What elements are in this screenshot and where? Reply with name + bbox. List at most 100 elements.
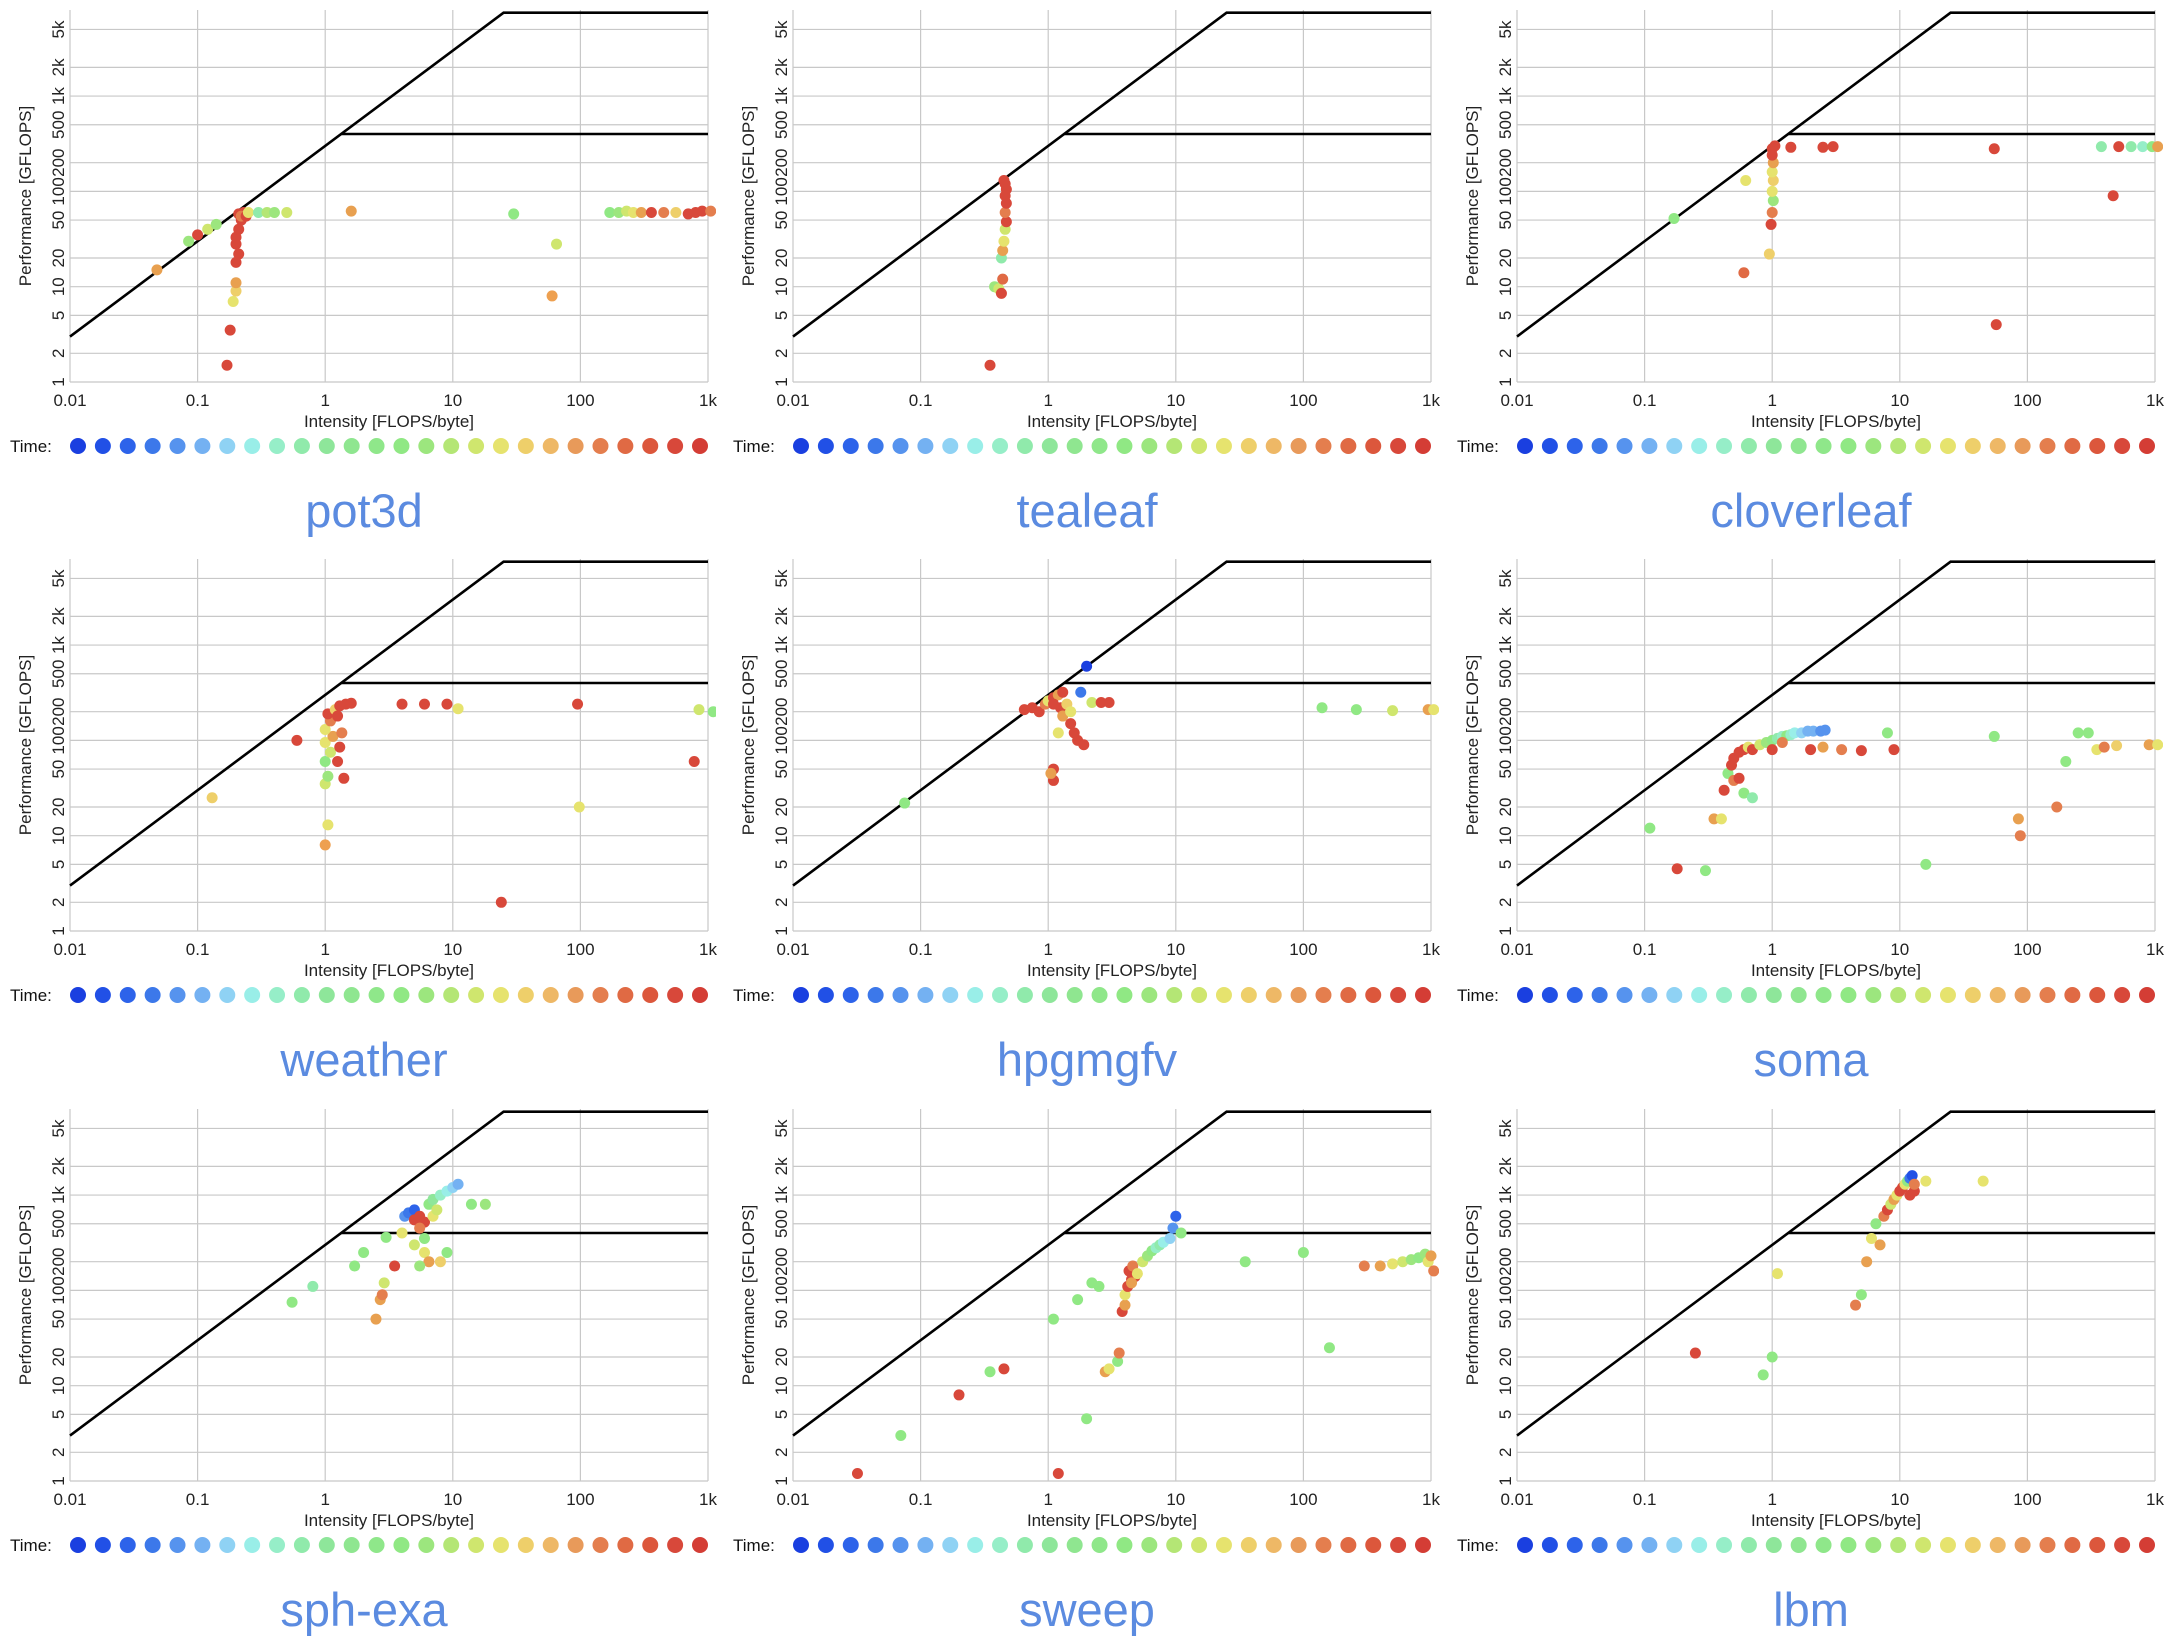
time-legend-dot bbox=[1541, 438, 1558, 454]
data-point bbox=[418, 1246, 430, 1258]
time-legend-dot bbox=[942, 987, 959, 1003]
x-axis-title: Intensity [FLOPS/byte] bbox=[304, 961, 474, 980]
x-tick-label: 0.01 bbox=[1500, 940, 1533, 959]
x-tick-label: 0.01 bbox=[53, 391, 86, 410]
gridlines bbox=[1516, 10, 2156, 383]
data-point bbox=[1715, 813, 1727, 825]
data-point bbox=[227, 295, 239, 307]
y-axis-title: Performance [GFLOPS] bbox=[16, 1205, 35, 1385]
time-legend-dot bbox=[492, 987, 509, 1003]
y-tick-label: 2 bbox=[49, 349, 68, 358]
y-tick-label: 500 bbox=[1496, 111, 1515, 139]
time-legend-dot bbox=[617, 987, 634, 1003]
data-point bbox=[319, 737, 331, 749]
time-legend-dot bbox=[542, 438, 559, 454]
data-point bbox=[1738, 267, 1750, 279]
roofline-chart: 0.01 0.1 1 10 100 1k1251020501002005001k2k5kI… bbox=[1457, 10, 2164, 537]
time-legend-dot bbox=[1890, 1537, 1907, 1553]
y-tick-label: 200 bbox=[49, 149, 68, 177]
data-point bbox=[1763, 248, 1775, 260]
x-tick-label: 1 bbox=[320, 391, 329, 410]
data-point bbox=[572, 698, 584, 710]
data-point bbox=[688, 756, 700, 768]
x-tick-label: 1 bbox=[1767, 1490, 1776, 1509]
data-point bbox=[1733, 772, 1745, 784]
data-point bbox=[1746, 792, 1758, 804]
data-point bbox=[1387, 705, 1399, 717]
x-axis-title: Intensity [FLOPS/byte] bbox=[1751, 412, 1921, 431]
y-tick-label: 20 bbox=[772, 798, 791, 817]
time-legend-dot bbox=[1517, 438, 1533, 454]
time-legend-dot bbox=[1890, 438, 1907, 454]
app-name-label: sweep bbox=[1019, 1583, 1155, 1636]
time-legend-dot bbox=[2014, 1537, 2031, 1553]
time-legend-dot bbox=[1240, 438, 1257, 454]
x-tick-label: 100 bbox=[1289, 1490, 1317, 1509]
x-tick-label: 100 bbox=[1289, 940, 1317, 959]
x-tick-label: 0.01 bbox=[53, 940, 86, 959]
time-legend-dot bbox=[1166, 1537, 1183, 1553]
time-legend-label: Time: bbox=[733, 1536, 775, 1555]
data-point bbox=[1805, 744, 1817, 756]
time-legend-dot bbox=[1265, 987, 1282, 1003]
data-point bbox=[1766, 207, 1778, 219]
y-tick-label: 2 bbox=[772, 1448, 791, 1457]
y-axis-title: Performance [GFLOPS] bbox=[739, 655, 758, 835]
x-tick-label: 1 bbox=[1043, 391, 1052, 410]
roofline-chart: 0.01 0.1 1 10 100 1k1251020501002005001k2k5kI… bbox=[733, 559, 1440, 1086]
roofline-chart: 0.01 0.1 1 10 100 1k1251020501002005001k2k5kI… bbox=[10, 559, 717, 1086]
data-points bbox=[984, 175, 1012, 371]
data-point bbox=[2051, 801, 2063, 813]
data-point bbox=[2082, 727, 2094, 739]
time-legend-dot bbox=[1939, 438, 1956, 454]
x-axis-title: Intensity [FLOPS/byte] bbox=[1751, 961, 1921, 980]
x-axis-title: Intensity [FLOPS/byte] bbox=[1751, 1511, 1921, 1530]
data-point bbox=[324, 746, 336, 758]
y-tick-label: 5 bbox=[49, 860, 68, 869]
data-points bbox=[151, 205, 716, 371]
time-legend-dot bbox=[1616, 987, 1633, 1003]
data-point bbox=[1428, 1265, 1439, 1277]
x-tick-label: 10 bbox=[1166, 391, 1185, 410]
data-point bbox=[1644, 822, 1656, 834]
y-tick-label: 1k bbox=[1496, 87, 1515, 105]
time-legend-dot bbox=[1616, 438, 1633, 454]
y-tick-label: 1k bbox=[772, 1186, 791, 1204]
data-point bbox=[1990, 319, 2002, 331]
time-legend-dot bbox=[1989, 1537, 2006, 1553]
y-axis-title: Performance [GFLOPS] bbox=[1463, 655, 1482, 835]
data-point bbox=[268, 207, 280, 219]
y-tick-label: 10 bbox=[1496, 277, 1515, 296]
data-point bbox=[1920, 1175, 1932, 1187]
data-point bbox=[414, 1222, 426, 1234]
data-point bbox=[465, 1198, 477, 1210]
data-point bbox=[1103, 1363, 1115, 1375]
data-points bbox=[899, 660, 1439, 809]
time-legend-label: Time: bbox=[1457, 986, 1499, 1005]
data-point bbox=[1374, 1260, 1386, 1272]
x-tick-label: 10 bbox=[1890, 940, 1909, 959]
y-tick-label: 1k bbox=[49, 636, 68, 654]
y-tick-label: 500 bbox=[772, 1210, 791, 1238]
time-legend-dot bbox=[567, 438, 584, 454]
time-legend-label: Time: bbox=[10, 986, 52, 1005]
data-point bbox=[307, 1280, 319, 1292]
data-point bbox=[1081, 660, 1093, 672]
data-point bbox=[999, 207, 1011, 219]
data-point bbox=[1817, 741, 1829, 753]
time-legend-dot bbox=[1691, 438, 1708, 454]
time-legend-dot bbox=[94, 987, 111, 1003]
y-tick-label: 5k bbox=[49, 569, 68, 587]
time-legend-dot bbox=[542, 1537, 559, 1553]
time-legend-dot bbox=[1541, 1537, 1558, 1553]
data-point bbox=[1766, 744, 1778, 756]
data-point bbox=[1428, 704, 1439, 716]
time-legend-dot bbox=[517, 438, 534, 454]
time-legend-dot bbox=[1215, 1537, 1232, 1553]
x-axis-title: Intensity [FLOPS/byte] bbox=[1027, 1511, 1197, 1530]
roofline-chart: 0.01 0.1 1 10 100 1k1251020501002005001k2k5kI… bbox=[733, 1109, 1440, 1636]
roofline-ceiling bbox=[1516, 11, 2155, 338]
y-tick-label: 2k bbox=[1496, 1157, 1515, 1175]
data-point bbox=[418, 1233, 430, 1245]
